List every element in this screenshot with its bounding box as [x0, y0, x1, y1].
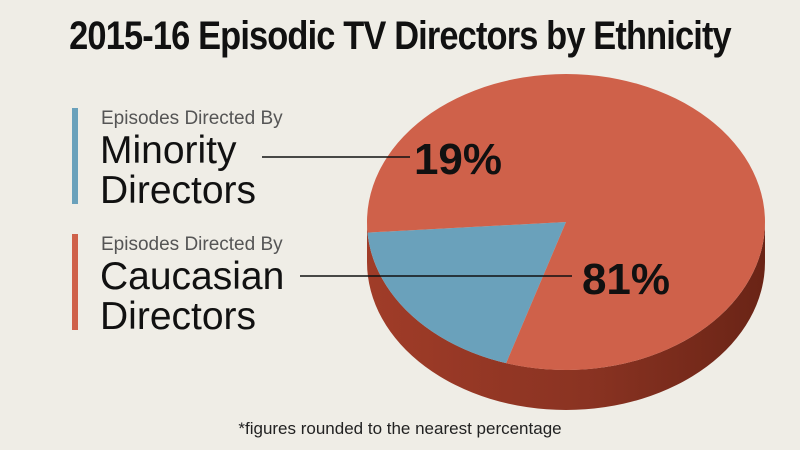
- legend-label-minority-line2: Directors: [100, 169, 257, 212]
- chart-title: 2015-16 Episodic TV Directors by Ethnici…: [69, 14, 732, 58]
- legend-label-minority-line1: Minority: [100, 129, 237, 172]
- legend-label-caucasian: Caucasian Directors: [100, 257, 284, 337]
- legend-label-minority: Minority Directors: [100, 131, 256, 211]
- pie-slice-caucasian: [367, 73, 766, 371]
- legend-subtitle-minority: Episodes Directed By: [101, 108, 283, 129]
- data-label-minority: 19%: [414, 135, 502, 184]
- legend-label-caucasian-line2: Directors: [100, 295, 257, 338]
- footnote: *figures rounded to the nearest percenta…: [238, 419, 562, 438]
- data-label-caucasian: 81%: [582, 255, 670, 304]
- legend-subtitle-caucasian: Episodes Directed By: [101, 234, 283, 255]
- legend-bar-caucasian: [72, 234, 78, 330]
- legend-label-caucasian-line1: Caucasian: [100, 255, 285, 298]
- legend-bar-minority: [72, 108, 78, 204]
- pie-slice-minority: [367, 222, 566, 364]
- pie-side-wall: [367, 222, 765, 410]
